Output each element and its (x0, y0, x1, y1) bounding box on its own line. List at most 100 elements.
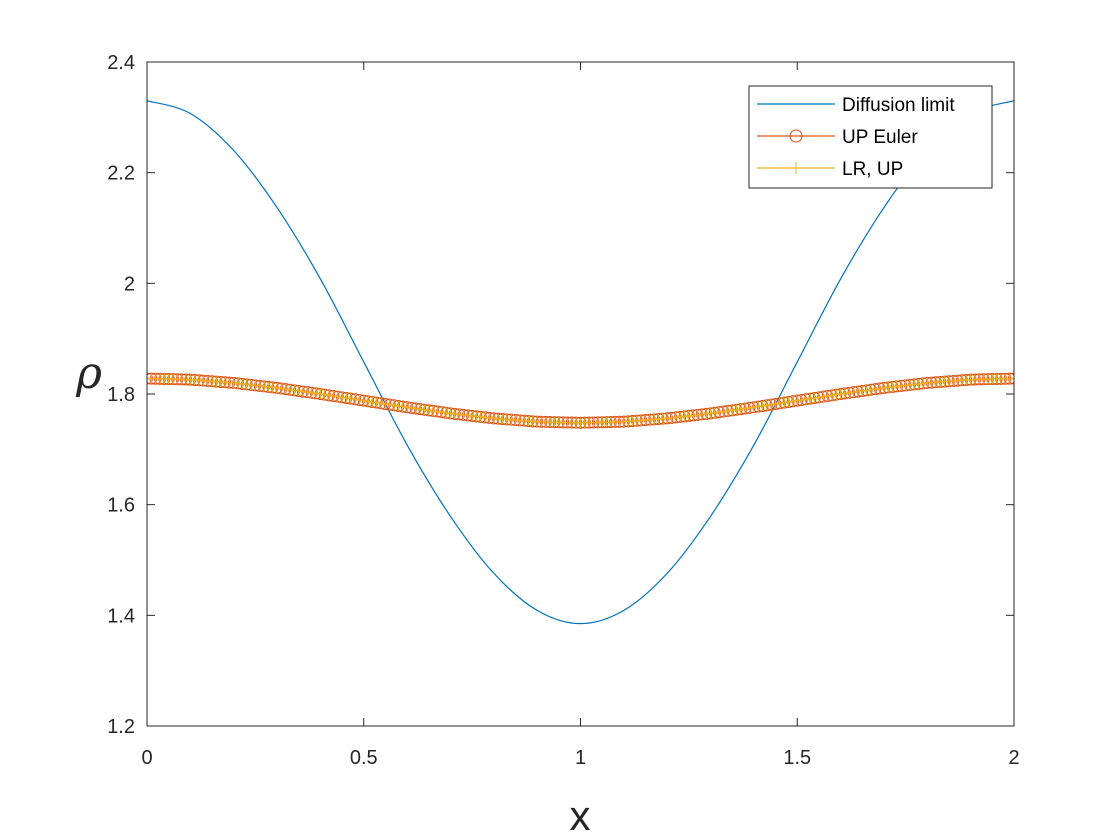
data-point-circle (357, 394, 370, 407)
data-point-plus (415, 404, 426, 415)
data-point-plus (822, 390, 833, 401)
data-point-circle (379, 397, 392, 410)
data-point-circle (435, 406, 448, 419)
data-point-plus (432, 406, 443, 417)
data-point-plus (805, 393, 816, 404)
data-point-plus (861, 385, 872, 396)
data-point-circle (825, 389, 838, 402)
y-axis-label: ρ (75, 348, 102, 399)
x-axis-label: x (570, 792, 591, 839)
data-point-plus (735, 404, 746, 415)
data-point-circle (422, 404, 435, 417)
data-point-circle (297, 385, 310, 398)
x-tick-label: 0.5 (350, 747, 378, 769)
data-point-plus (748, 402, 759, 413)
data-point-plus (289, 385, 300, 396)
data-point-plus (740, 403, 751, 414)
data-point-plus (831, 389, 842, 400)
y-tick-label: 1.2 (107, 716, 135, 738)
data-point-plus (722, 405, 733, 416)
data-point-circle (275, 382, 288, 395)
y-tick-label: 1.4 (107, 605, 135, 627)
data-point-circle (752, 400, 765, 413)
data-point-circle (817, 390, 830, 403)
data-point-plus (363, 396, 374, 407)
series-layer (147, 100, 1014, 625)
x-tick-label: 2 (1008, 747, 1019, 769)
data-point-circle (860, 384, 873, 397)
data-point-circle (804, 392, 817, 405)
data-point-circle (318, 388, 331, 401)
data-point-circle (873, 382, 886, 395)
data-point-circle (396, 400, 409, 413)
data-point-circle (366, 395, 379, 408)
data-point-plus (1009, 373, 1014, 384)
legend-entry: LR, UP (757, 159, 903, 180)
data-point-plus (393, 400, 404, 411)
data-point-circle (834, 388, 847, 400)
data-point-plus (705, 408, 716, 419)
data-point-plus (345, 393, 356, 404)
data-point-circle (760, 399, 773, 412)
data-point-circle (405, 401, 418, 414)
data-point-circle (708, 406, 721, 419)
data-point-plus (727, 405, 738, 416)
data-point-plus (423, 405, 434, 416)
data-point-circle (314, 388, 327, 400)
legend-box (748, 85, 993, 189)
data-point-circle (414, 403, 427, 416)
data-point-circle (843, 386, 856, 399)
data-point-plus (371, 397, 382, 408)
data-point-plus (757, 400, 768, 411)
data-point-plus (293, 385, 304, 396)
data-point-circle (440, 406, 453, 419)
data-point-circle (713, 406, 726, 419)
x-tick-label: 0 (141, 747, 152, 769)
legend: Diffusion limit UP Euler LR, UP (748, 85, 993, 189)
data-point-circle (344, 392, 357, 405)
data-point-circle (288, 384, 301, 397)
data-point-circle (392, 399, 405, 412)
legend-marker-circle (789, 129, 803, 143)
data-point-circle (331, 390, 344, 403)
series-line (147, 100, 1014, 625)
data-point-plus (302, 387, 313, 398)
legend-label: LR, UP (842, 159, 903, 180)
data-point-circle (786, 395, 799, 408)
data-point-plus (436, 407, 447, 418)
data-point-circle (773, 397, 786, 410)
data-point-plus (389, 400, 400, 411)
legend-marker-plus (790, 162, 802, 174)
data-point-plus (813, 392, 824, 403)
data-point-plus (441, 407, 452, 418)
data-point-circle (279, 383, 292, 396)
data-point-circle (756, 399, 769, 412)
y-tick-label: 2 (124, 273, 135, 295)
data-point-plus (839, 388, 850, 399)
data-point-plus (787, 396, 798, 407)
series-lr-up (147, 373, 1014, 428)
data-point-circle (305, 386, 318, 399)
data-point-plus (384, 399, 395, 410)
data-point-plus (800, 394, 811, 405)
data-point-plus (428, 405, 439, 416)
data-point-circle (812, 391, 825, 404)
x-tick-label: 1 (575, 747, 586, 769)
data-point-plus (419, 404, 430, 415)
data-point-circle (856, 384, 869, 397)
data-point-circle (734, 403, 747, 416)
data-point-plus (774, 398, 785, 409)
data-point-plus (826, 390, 837, 401)
data-point-plus (276, 383, 287, 394)
data-point-plus (319, 389, 330, 400)
data-point-circle (864, 383, 877, 396)
data-point-plus (324, 390, 335, 401)
data-point-plus (406, 402, 417, 413)
data-point-circle (418, 403, 431, 416)
data-point-circle (284, 383, 297, 396)
data-point-plus (718, 406, 729, 417)
data-point-plus (354, 394, 365, 405)
data-point-circle (765, 398, 778, 411)
data-point-circle (388, 399, 401, 412)
